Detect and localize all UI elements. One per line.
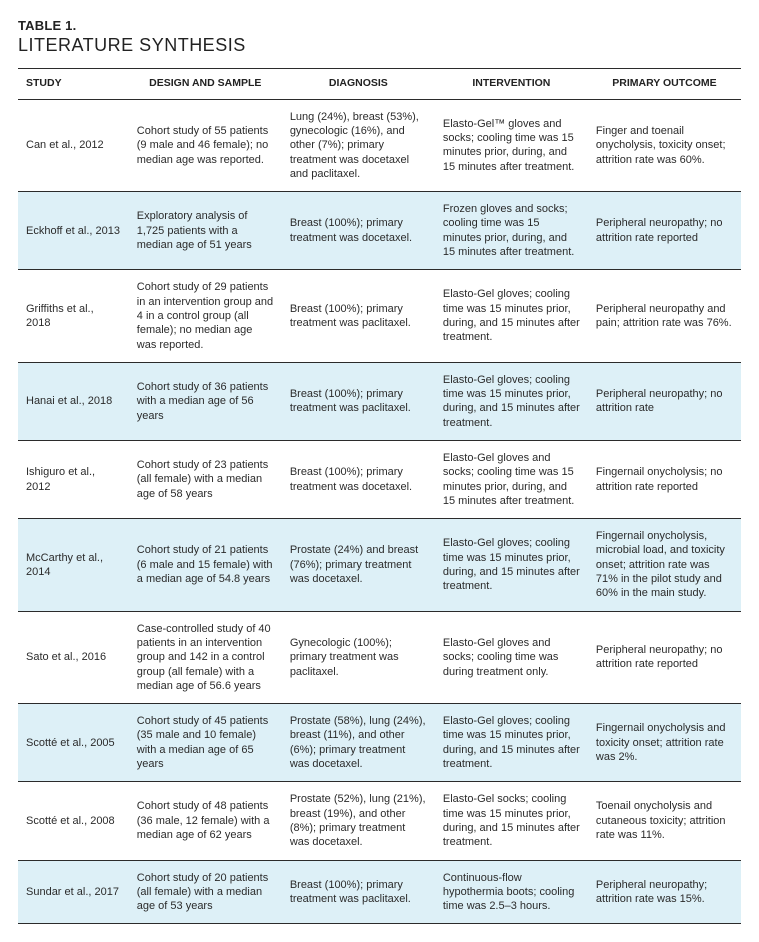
cell-outcome: Peripheral neuropathy; attrition rate wa… bbox=[588, 860, 741, 924]
table-label: TABLE 1. bbox=[18, 18, 741, 33]
table-row: Scotté et al., 2005Cohort study of 45 pa… bbox=[18, 704, 741, 782]
column-header: DESIGN AND SAMPLE bbox=[129, 69, 282, 100]
table-body: Can et al., 2012Cohort study of 55 patie… bbox=[18, 99, 741, 924]
table-row: Can et al., 2012Cohort study of 55 patie… bbox=[18, 99, 741, 191]
cell-outcome: Toenail onycholysis and cutaneous toxici… bbox=[588, 782, 741, 860]
cell-design: Case-controlled study of 40 patients in … bbox=[129, 611, 282, 703]
cell-outcome: Peripheral neuropathy; no attrition rate… bbox=[588, 192, 741, 270]
cell-design: Cohort study of 45 patients (35 male and… bbox=[129, 704, 282, 782]
cell-outcome: Peripheral neuropathy; no attrition rate… bbox=[588, 611, 741, 703]
cell-design: Cohort study of 29 patients in an interv… bbox=[129, 270, 282, 362]
cell-intervention: Elasto-Gel gloves and socks; cooling tim… bbox=[435, 440, 588, 518]
table-row: Sundar et al., 2017Cohort study of 20 pa… bbox=[18, 860, 741, 924]
cell-outcome: Fingernail onycholysis; no attrition rat… bbox=[588, 440, 741, 518]
cell-diagnosis: Breast (100%); primary treatment was doc… bbox=[282, 192, 435, 270]
column-header: PRIMARY OUTCOME bbox=[588, 69, 741, 100]
cell-intervention: Elasto-Gel socks; cooling time was 15 mi… bbox=[435, 782, 588, 860]
cell-intervention: Elasto-Gel gloves; cooling time was 15 m… bbox=[435, 270, 588, 362]
cell-diagnosis: Prostate (58%), lung (24%), breast (11%)… bbox=[282, 704, 435, 782]
cell-outcome: Peripheral neuropathy; no attrition rate bbox=[588, 362, 741, 440]
cell-outcome: Peripheral neuropathy and pain; attritio… bbox=[588, 270, 741, 362]
cell-diagnosis: Breast (100%); primary treatment was pac… bbox=[282, 362, 435, 440]
cell-diagnosis: Breast (100%); primary treatment was pac… bbox=[282, 860, 435, 924]
cell-diagnosis: Breast (100%); primary treatment was doc… bbox=[282, 440, 435, 518]
table-row: Hanai et al., 2018Cohort study of 36 pat… bbox=[18, 362, 741, 440]
cell-outcome: Fingernail onycholysis, microbial load, … bbox=[588, 519, 741, 611]
cell-intervention: Continuous-flow hypothermia boots; cooli… bbox=[435, 860, 588, 924]
cell-diagnosis: Breast (100%); primary treatment was pac… bbox=[282, 270, 435, 362]
cell-study: Eckhoff et al., 2013 bbox=[18, 192, 129, 270]
cell-design: Cohort study of 48 patients (36 male, 12… bbox=[129, 782, 282, 860]
cell-diagnosis: Gynecologic (100%); primary treatment wa… bbox=[282, 611, 435, 703]
cell-design: Cohort study of 21 patients (6 male and … bbox=[129, 519, 282, 611]
cell-study: Scotté et al., 2005 bbox=[18, 704, 129, 782]
cell-diagnosis: Lung (24%), breast (53%), gynecologic (1… bbox=[282, 99, 435, 191]
table-row: McCarthy et al., 2014Cohort study of 21 … bbox=[18, 519, 741, 611]
cell-design: Cohort study of 36 patients with a media… bbox=[129, 362, 282, 440]
cell-design: Cohort study of 55 patients (9 male and … bbox=[129, 99, 282, 191]
cell-study: Ishiguro et al., 2012 bbox=[18, 440, 129, 518]
table-row: Ishiguro et al., 2012Cohort study of 23 … bbox=[18, 440, 741, 518]
cell-intervention: Frozen gloves and socks; cooling time wa… bbox=[435, 192, 588, 270]
cell-study: Hanai et al., 2018 bbox=[18, 362, 129, 440]
cell-intervention: Elasto-Gel gloves and socks; cooling tim… bbox=[435, 611, 588, 703]
cell-study: Scotté et al., 2008 bbox=[18, 782, 129, 860]
table-row: Griffiths et al., 2018Cohort study of 29… bbox=[18, 270, 741, 362]
cell-intervention: Elasto-Gel gloves; cooling time was 15 m… bbox=[435, 362, 588, 440]
column-header: DIAGNOSIS bbox=[282, 69, 435, 100]
table-row: Scotté et al., 2008Cohort study of 48 pa… bbox=[18, 782, 741, 860]
cell-diagnosis: Prostate (52%), lung (21%), breast (19%)… bbox=[282, 782, 435, 860]
cell-study: McCarthy et al., 2014 bbox=[18, 519, 129, 611]
cell-study: Sundar et al., 2017 bbox=[18, 860, 129, 924]
table-header: STUDYDESIGN AND SAMPLEDIAGNOSISINTERVENT… bbox=[18, 69, 741, 100]
cell-intervention: Elasto-Gel™ gloves and socks; cooling ti… bbox=[435, 99, 588, 191]
table-row: Eckhoff et al., 2013Exploratory analysis… bbox=[18, 192, 741, 270]
cell-design: Exploratory analysis of 1,725 patients w… bbox=[129, 192, 282, 270]
cell-outcome: Finger and toenail onycholysis, toxicity… bbox=[588, 99, 741, 191]
cell-design: Cohort study of 20 patients (all female)… bbox=[129, 860, 282, 924]
column-header: INTERVENTION bbox=[435, 69, 588, 100]
cell-study: Sato et al., 2016 bbox=[18, 611, 129, 703]
cell-design: Cohort study of 23 patients (all female)… bbox=[129, 440, 282, 518]
table-title: LITERATURE SYNTHESIS bbox=[18, 35, 741, 56]
cell-intervention: Elasto-Gel gloves; cooling time was 15 m… bbox=[435, 704, 588, 782]
table-row: Sato et al., 2016Case-controlled study o… bbox=[18, 611, 741, 703]
cell-diagnosis: Prostate (24%) and breast (76%); primary… bbox=[282, 519, 435, 611]
cell-outcome: Fingernail onycholysis and toxicity onse… bbox=[588, 704, 741, 782]
literature-synthesis-table: STUDYDESIGN AND SAMPLEDIAGNOSISINTERVENT… bbox=[18, 68, 741, 924]
cell-intervention: Elasto-Gel gloves; cooling time was 15 m… bbox=[435, 519, 588, 611]
column-header: STUDY bbox=[18, 69, 129, 100]
cell-study: Griffiths et al., 2018 bbox=[18, 270, 129, 362]
cell-study: Can et al., 2012 bbox=[18, 99, 129, 191]
